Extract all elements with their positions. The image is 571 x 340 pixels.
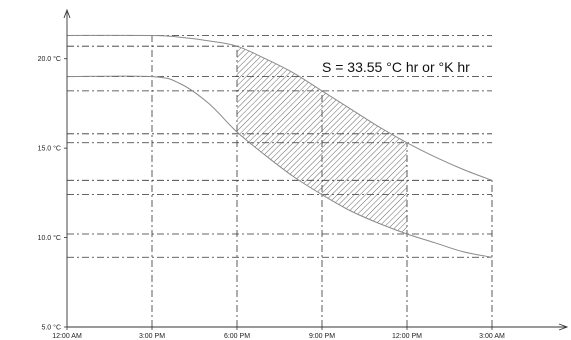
y-tick-label: 20.0 °C xyxy=(38,55,61,63)
lower-temperature-curve xyxy=(66,75,493,258)
upper-temperature-curve xyxy=(66,34,493,181)
x-tick-label: 9:00 PM xyxy=(309,333,335,340)
x-tick-label: 12:00 AM xyxy=(52,333,82,340)
x-tick-label: 3:00 AM xyxy=(479,333,505,340)
axes xyxy=(63,8,569,331)
hatched-region xyxy=(237,46,407,234)
x-tick-label: 6:00 PM xyxy=(224,333,250,340)
shaded-area xyxy=(237,46,407,234)
y-tick-label: 15.0 °C xyxy=(38,145,61,153)
x-tick-label: 3:00 PM xyxy=(139,333,165,340)
x-axis-arrow xyxy=(558,323,569,331)
curves xyxy=(66,34,493,258)
degree-hour-annotation: S = 33.55 °C hr or °K hr xyxy=(322,59,470,75)
tick-labels: 5.0 °C 10.0 °C 15.0 °C 20.0 °C 12:00 AM 3:00 … xyxy=(38,55,505,340)
y-tick-label: 10.0 °C xyxy=(38,234,61,242)
y-axis-arrow xyxy=(63,8,71,19)
y-tick-label: 5.0 °C xyxy=(41,324,61,332)
x-tick-label: 12:00 PM xyxy=(392,333,422,340)
